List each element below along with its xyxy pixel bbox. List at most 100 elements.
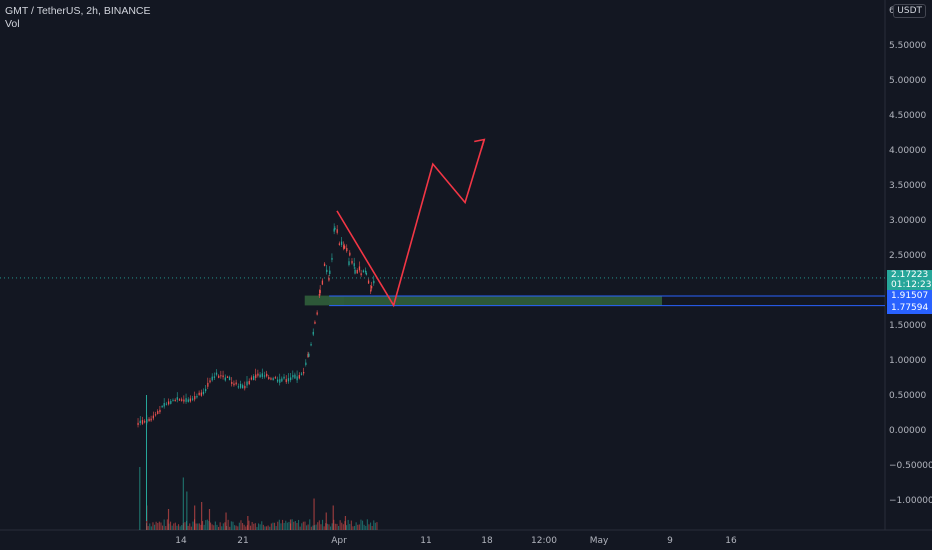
- candle-body: [209, 380, 211, 383]
- price-axis[interactable]: 6 5.50000 5.00000 4.50000 4.00000 3.50000 3.00…: [889, 6, 932, 506]
- volume-bar: [210, 522, 212, 530]
- volume-bar: [294, 520, 296, 530]
- volume-bar: [262, 524, 264, 530]
- candle-body: [319, 290, 321, 294]
- volume-spike: [139, 467, 141, 530]
- volume-bar: [302, 521, 304, 530]
- price-tick-label: −0.50000: [889, 461, 932, 471]
- volume-label[interactable]: Vol: [5, 18, 20, 30]
- volume-bar: [350, 520, 352, 530]
- volume-bar: [198, 523, 200, 530]
- volume-bar: [320, 524, 322, 530]
- volume-bar: [166, 519, 168, 530]
- volume-bar: [224, 522, 226, 530]
- candle-body: [333, 228, 335, 232]
- time-tick-label: 21: [237, 536, 248, 546]
- volume-bar: [310, 526, 312, 530]
- volume-bar: [258, 523, 260, 530]
- candle-body: [176, 397, 178, 400]
- candle-body: [292, 375, 294, 378]
- candle-body: [272, 378, 274, 381]
- candle-body: [187, 399, 189, 402]
- volume-bar: [160, 522, 162, 530]
- volume-bar: [352, 526, 354, 530]
- candle-body: [170, 401, 172, 404]
- candle-body: [226, 376, 229, 378]
- candle-body: [326, 269, 328, 273]
- volume-bar: [331, 523, 333, 530]
- volume-bar: [298, 519, 300, 530]
- candle-body: [302, 371, 305, 374]
- candle-body: [308, 353, 310, 357]
- volume-bar: [309, 519, 311, 530]
- projection-arrow[interactable]: [336, 138, 486, 308]
- volume-bar: [173, 523, 175, 530]
- volume-bar: [357, 524, 359, 530]
- symbol-title[interactable]: GMT / TetherUS, 2h, BINANCE: [5, 5, 151, 17]
- candle-body: [348, 261, 350, 266]
- volume-bar: [155, 521, 157, 530]
- candle-body: [252, 376, 255, 380]
- volume-bar: [235, 525, 237, 530]
- candle-body: [358, 266, 361, 271]
- currency-badge[interactable]: USDT: [893, 4, 926, 18]
- volume-bar: [286, 522, 288, 530]
- volume-bar: [218, 526, 220, 530]
- support-zones[interactable]: [304, 295, 885, 307]
- volume-spike: [167, 509, 170, 530]
- volume-bars: [139, 467, 378, 530]
- volume-bar: [230, 521, 232, 530]
- volume-bar: [328, 524, 330, 530]
- candle-body: [204, 388, 207, 392]
- volume-spike: [332, 505, 334, 530]
- volume-bar: [214, 521, 216, 530]
- candle-body: [165, 403, 168, 405]
- candle-body: [218, 375, 220, 378]
- candle-body: [279, 379, 281, 383]
- candle-body: [137, 422, 139, 425]
- candle-body: [207, 382, 209, 387]
- volume-bar: [192, 521, 194, 530]
- candle-body: [172, 399, 174, 401]
- volume-bar: [347, 519, 349, 530]
- volume-bar: [304, 521, 306, 530]
- candle-body: [321, 280, 324, 285]
- candle-body: [211, 376, 213, 381]
- volume-spike: [344, 516, 347, 530]
- candle-body: [300, 373, 303, 375]
- candle-body: [255, 374, 257, 378]
- candle-body: [281, 378, 283, 382]
- volume-bar: [278, 519, 280, 530]
- volume-bar: [205, 520, 207, 530]
- projection-arrowhead: [474, 138, 486, 150]
- volume-bar: [259, 524, 261, 530]
- volume-bar: [370, 522, 372, 530]
- time-axis[interactable]: 14 21 Apr 11 18 12:00 May 9 16: [175, 536, 737, 546]
- volume-bar: [280, 523, 282, 530]
- candle-body: [266, 373, 268, 377]
- candle-body: [178, 399, 181, 401]
- volume-bar: [163, 519, 165, 530]
- volume-bar: [227, 519, 229, 530]
- volume-bar: [174, 522, 176, 530]
- candle-body: [307, 353, 309, 358]
- candle-body: [215, 372, 218, 375]
- volume-bar: [323, 526, 325, 530]
- volume-bar: [187, 525, 189, 530]
- candle-body: [139, 420, 141, 424]
- countdown-timer: 01:12:23: [891, 279, 932, 290]
- volume-bar: [237, 526, 239, 530]
- candle-body: [331, 257, 333, 260]
- candle-body: [364, 270, 367, 273]
- volume-bar: [346, 525, 348, 530]
- volume-bar: [152, 522, 154, 530]
- volume-bar: [222, 523, 224, 530]
- candle-body: [294, 374, 296, 379]
- candle-body: [183, 399, 185, 402]
- candle-body: [268, 376, 270, 380]
- volume-bar: [221, 526, 223, 530]
- candle-body: [200, 392, 203, 396]
- candle-body: [318, 293, 321, 296]
- time-tick-label: 11: [420, 536, 431, 546]
